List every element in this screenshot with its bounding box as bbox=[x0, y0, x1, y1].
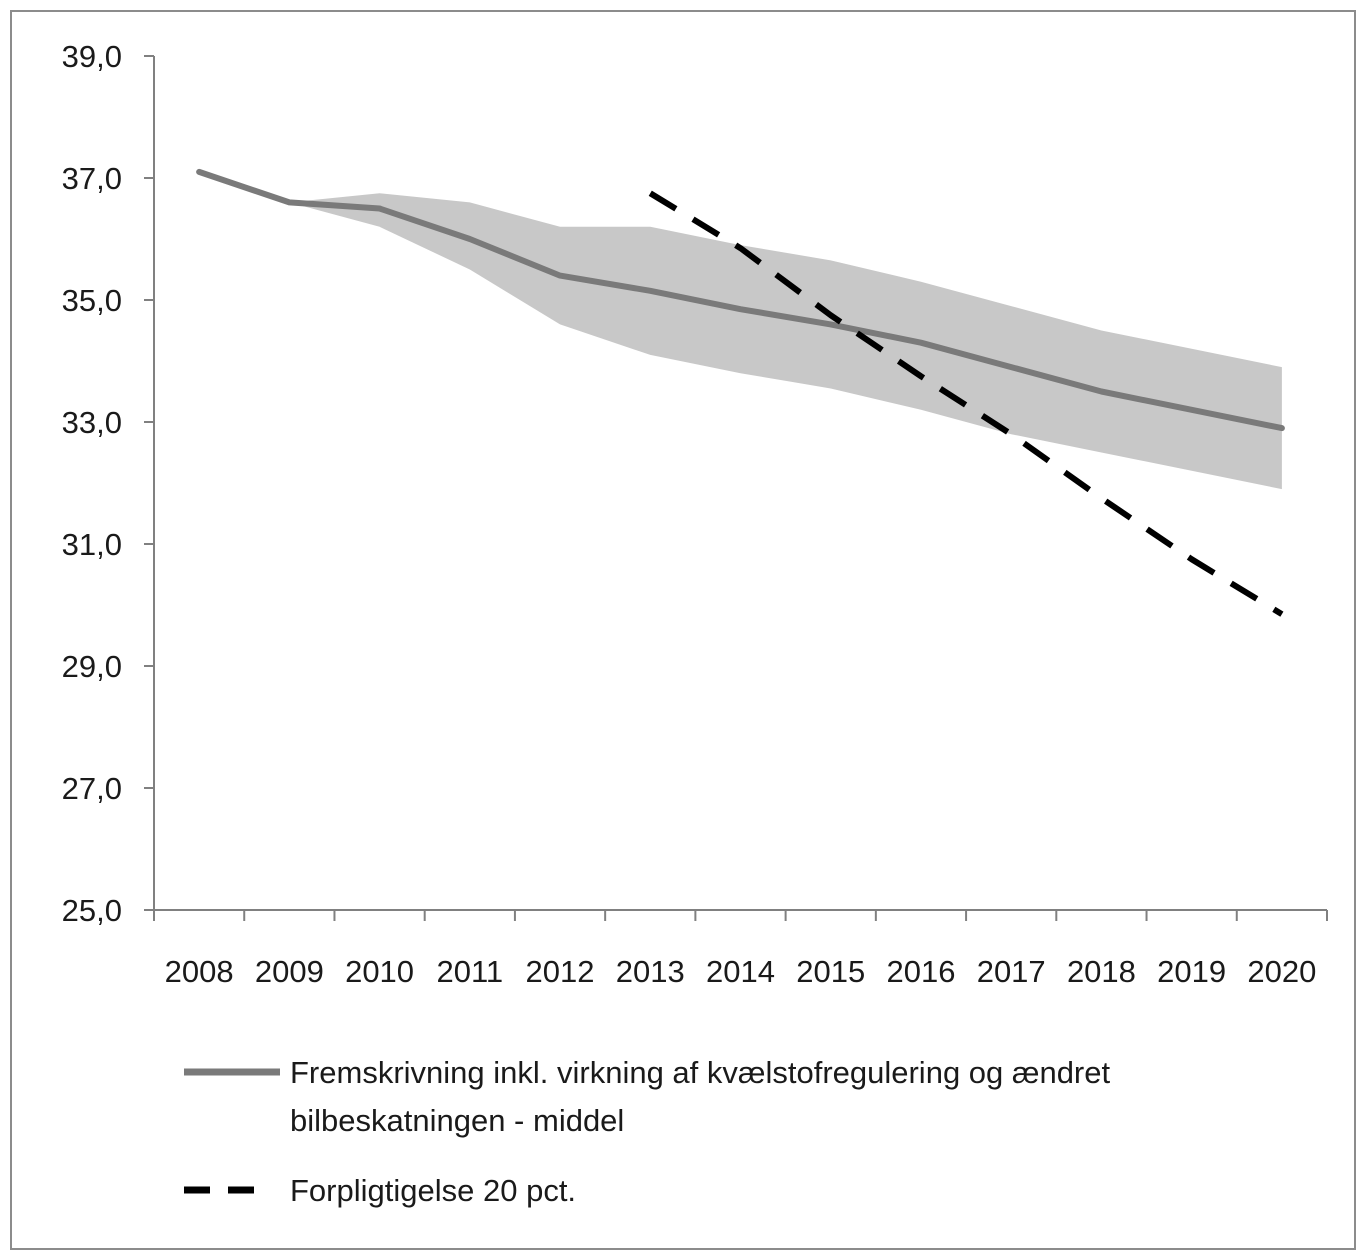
tick-labels: 25,0 27,0 29,0 31,0 33,0 35,0 37,0 39,0 2008 2009… bbox=[62, 39, 1317, 989]
series-line-projection bbox=[196, 168, 1285, 432]
x-tick-label: 2013 bbox=[616, 954, 685, 989]
y-tick-label: 27,0 bbox=[62, 771, 122, 806]
y-tick-label: 25,0 bbox=[62, 893, 122, 928]
x-tick-label: 2012 bbox=[526, 954, 595, 989]
x-tick-label: 2011 bbox=[436, 954, 503, 989]
y-tick-label: 29,0 bbox=[62, 649, 122, 684]
series-lines bbox=[196, 168, 1285, 617]
range-band-area bbox=[199, 171, 1282, 490]
range-band bbox=[199, 171, 1282, 490]
x-tick-label: 2016 bbox=[886, 954, 955, 989]
x-tick-label: 2018 bbox=[1067, 954, 1136, 989]
y-tick-label: 37,0 bbox=[62, 161, 122, 196]
legend-label-solid-line1: Fremskrivning inkl. virkning af kvælstof… bbox=[290, 1055, 1110, 1090]
x-tick-label: 2020 bbox=[1247, 954, 1316, 989]
legend-label-solid-line2: bilbeskatningen - middel bbox=[290, 1103, 624, 1138]
y-tick-label: 33,0 bbox=[62, 405, 122, 440]
legend-label-dashed: Forpligtigelse 20 pct. bbox=[290, 1173, 576, 1208]
x-tick-label: 2014 bbox=[706, 954, 775, 989]
x-tick-label: 2019 bbox=[1157, 954, 1226, 989]
x-tick-label: 2008 bbox=[165, 954, 234, 989]
series-line-target bbox=[648, 190, 1284, 617]
legend: Fremskrivning inkl. virkning af kvælstof… bbox=[184, 1055, 1110, 1208]
x-tick-label: 2017 bbox=[977, 954, 1046, 989]
y-tick-label: 35,0 bbox=[62, 283, 122, 318]
x-tick-label: 2009 bbox=[255, 954, 324, 989]
axes bbox=[144, 55, 1328, 921]
y-tick-label: 39,0 bbox=[62, 39, 122, 74]
x-tick-label: 2010 bbox=[345, 954, 414, 989]
chart-frame bbox=[10, 10, 1356, 1250]
y-tick-label: 31,0 bbox=[62, 527, 122, 562]
x-tick-label: 2015 bbox=[796, 954, 865, 989]
